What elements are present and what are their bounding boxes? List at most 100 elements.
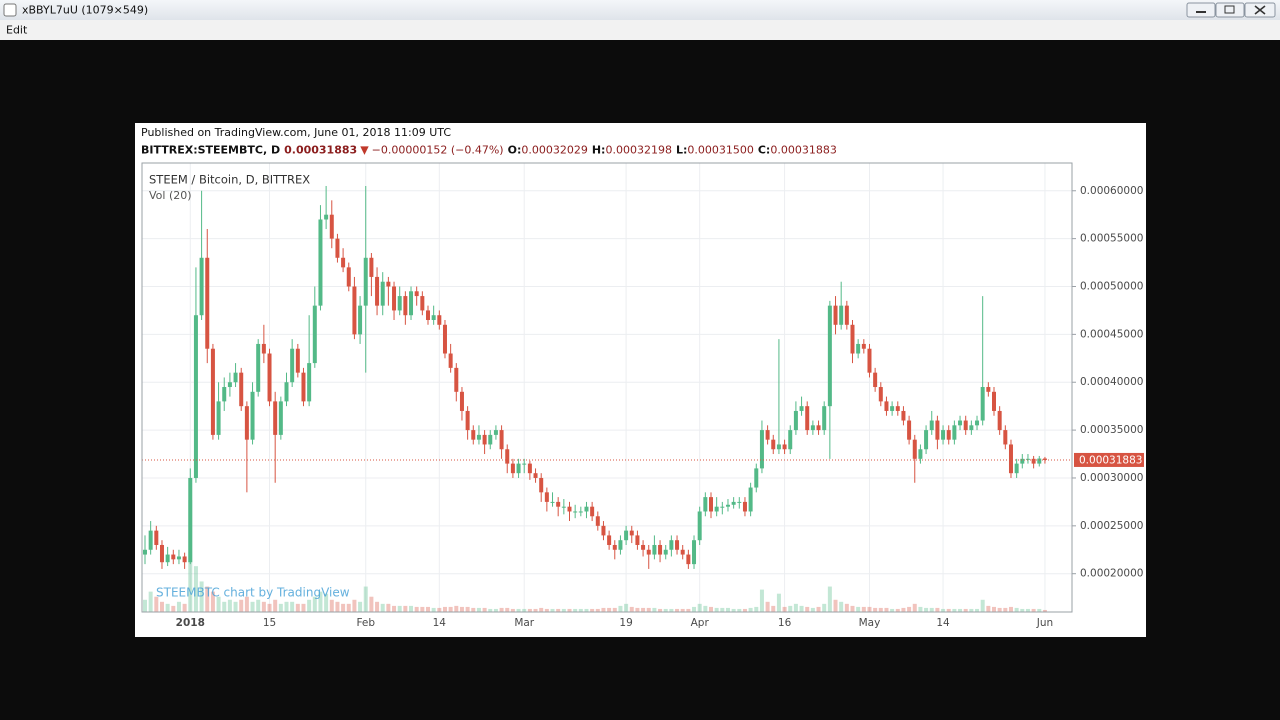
volume-bar	[403, 605, 408, 612]
volume-bar	[154, 596, 159, 612]
candle-body	[675, 540, 680, 550]
candle-body	[618, 540, 623, 550]
volume-bar	[256, 599, 261, 612]
volume-bar	[295, 603, 300, 612]
candle-body	[997, 410, 1002, 431]
x-tick-label: Apr	[691, 617, 710, 629]
volume-bar	[227, 599, 232, 612]
volume-bar	[171, 605, 176, 612]
candle-body	[607, 535, 612, 545]
candle-body	[273, 401, 278, 435]
volume-bar	[692, 606, 697, 612]
candle-body	[358, 305, 363, 335]
y-tick-label: 0.00020000	[1080, 568, 1143, 580]
y-tick-label: 0.00025000	[1080, 520, 1143, 532]
candle-body	[725, 504, 730, 507]
volume-bar	[652, 607, 657, 612]
menu-item[interactable]: Edit	[6, 24, 28, 37]
candle-body	[465, 410, 470, 431]
volume-bar	[307, 599, 312, 612]
candle-body	[539, 477, 544, 493]
candle-body	[488, 434, 493, 445]
candle-body	[233, 372, 238, 383]
volume-bar	[544, 608, 549, 612]
volume-bar	[216, 596, 221, 612]
volume-bar	[844, 603, 849, 612]
minimize-button[interactable]	[1186, 2, 1216, 18]
volume-bar	[686, 608, 691, 612]
volume-bar	[346, 603, 351, 612]
volume-bar	[143, 599, 147, 612]
volume-bar	[663, 608, 668, 612]
candle-body	[544, 492, 549, 502]
candle-body	[975, 420, 980, 426]
volume-bar	[737, 608, 742, 612]
volume-bar	[799, 605, 804, 612]
legend-title: STEEM / Bitcoin, D, BITTREX	[149, 173, 310, 187]
volume-bar	[482, 607, 487, 612]
y-tick-label: 0.00035000	[1080, 424, 1143, 436]
candle-body	[182, 556, 187, 563]
volume-bar	[601, 607, 606, 612]
candle-body	[397, 296, 402, 311]
candle-body	[833, 305, 838, 325]
maximize-button[interactable]	[1215, 2, 1245, 18]
volume-bar	[810, 607, 815, 612]
candle-body	[624, 530, 629, 541]
candle-body	[290, 348, 295, 383]
candle-body	[143, 549, 147, 555]
volume-bar	[975, 608, 980, 612]
y-tick-label: 0.00040000	[1080, 376, 1143, 388]
candle-body	[476, 434, 481, 440]
candle-body	[765, 430, 770, 440]
x-tick-label: Feb	[356, 617, 375, 629]
candle-body	[352, 286, 357, 335]
candle-body	[992, 391, 996, 411]
candle-body	[890, 406, 895, 411]
volume-bar	[912, 603, 917, 612]
volume-bar	[205, 586, 210, 612]
candle-body	[227, 382, 232, 388]
volume-bar	[1037, 608, 1042, 612]
volume-bar	[618, 605, 623, 612]
candle-body	[312, 305, 317, 364]
volume-bar	[675, 608, 680, 612]
candle-body	[793, 410, 798, 431]
volume-bar	[499, 607, 504, 612]
volume-bar	[414, 606, 419, 612]
volume-bar	[680, 608, 685, 612]
volume-bar	[822, 603, 827, 612]
candle-body	[284, 382, 289, 402]
candle-body	[822, 406, 827, 431]
volume-bar	[827, 586, 832, 612]
volume-bar	[731, 608, 736, 612]
volume-bar	[522, 608, 527, 612]
volume-bar	[1014, 607, 1019, 612]
candle-body	[522, 463, 527, 465]
candle-body	[278, 401, 283, 435]
ohlc-value: 0.00032198	[605, 144, 671, 157]
volume-bar	[901, 607, 906, 612]
candle-body	[810, 425, 815, 431]
volume-bar	[584, 608, 589, 612]
candle-body	[403, 296, 408, 316]
volume-bar	[658, 608, 663, 612]
volume-bar	[488, 608, 493, 612]
last-price: 0.00031883	[284, 144, 357, 157]
candle-body	[239, 372, 244, 407]
volume-bar	[1008, 606, 1013, 612]
published-line: Published on TradingView.com, June 01, 2…	[141, 126, 451, 139]
menu-bar	[0, 20, 1280, 40]
x-tick-label: 14	[936, 617, 950, 629]
candle-body	[148, 530, 153, 550]
candle-body	[952, 425, 957, 440]
candle-body	[527, 463, 532, 474]
candle-body	[759, 430, 764, 469]
candle-body	[878, 387, 883, 402]
candle-body	[380, 281, 385, 306]
volume-bar	[431, 607, 436, 612]
volume-bar	[629, 606, 634, 612]
x-tick-label: Jun	[1036, 617, 1053, 629]
candle-body	[1014, 463, 1019, 474]
